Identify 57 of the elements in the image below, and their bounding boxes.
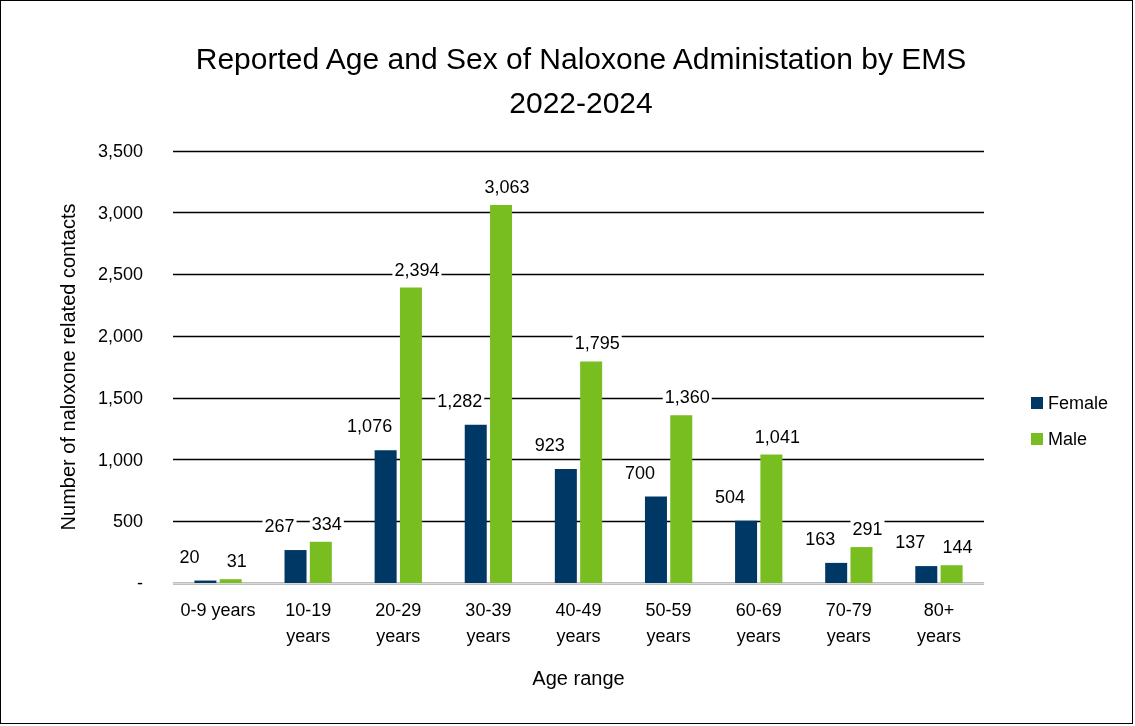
y-axis-title: Number of naloxone related contacts — [57, 203, 79, 531]
x-tick-label: 70-79 years — [825, 600, 872, 646]
legend-label: Female — [1048, 393, 1109, 413]
data-label: 1,795 — [574, 333, 620, 354]
data-label: 3,063 — [484, 176, 530, 197]
legend-label: Male — [1048, 429, 1088, 449]
x-tick-label: 20-29 years — [375, 600, 422, 646]
data-label: 31 — [226, 551, 247, 572]
y-tick-label: 1,000 — [97, 449, 143, 470]
data-label: 334 — [311, 513, 342, 534]
bar — [760, 454, 783, 583]
data-label: 700 — [624, 462, 655, 483]
data-label: 1,041 — [754, 426, 800, 447]
x-tick-label: 10-19 years — [285, 600, 332, 646]
bar — [284, 550, 307, 583]
x-axis-title: Age range — [532, 667, 625, 689]
data-label: 1,076 — [347, 416, 393, 437]
bar — [464, 424, 487, 583]
bar — [374, 450, 397, 583]
bar — [399, 287, 422, 583]
chart-title: Reported Age and Sex of Naloxone Administation by EMS 2022-2024 — [195, 41, 967, 119]
x-tick-label: 40-49 years — [555, 600, 602, 646]
x-tick-label: 60-69 years — [735, 600, 782, 646]
data-label: 1,282 — [437, 390, 483, 411]
bar — [309, 541, 332, 583]
y-tick-label: - — [137, 573, 143, 593]
bar — [825, 562, 848, 583]
x-tick-label: 30-39 years — [465, 600, 512, 646]
data-label: 137 — [895, 532, 926, 553]
y-tick-label: 2,000 — [97, 326, 143, 347]
x-tick-label: 80+ years — [916, 600, 961, 646]
data-label: 1,360 — [664, 387, 710, 408]
x-tick-label: 0-9 years — [180, 600, 256, 620]
data-label: 144 — [942, 537, 973, 558]
bar — [670, 415, 693, 583]
bar — [940, 565, 963, 583]
bar — [219, 579, 242, 583]
data-label: 2,394 — [394, 259, 440, 280]
bar — [580, 361, 603, 583]
y-tick-label: 2,500 — [97, 264, 143, 285]
y-tick-label: 1,500 — [97, 387, 143, 408]
y-tick-label: 3,000 — [97, 202, 143, 223]
bar — [735, 520, 758, 583]
y-tick-label: 500 — [112, 511, 143, 532]
data-label: 20 — [179, 546, 200, 567]
data-label: 163 — [805, 528, 836, 549]
data-label: 267 — [264, 516, 295, 537]
y-tick-label: 3,500 — [97, 141, 143, 161]
data-label: 923 — [534, 435, 565, 456]
data-label: 504 — [715, 486, 746, 507]
bar — [554, 469, 577, 583]
bar — [490, 204, 513, 583]
data-label: 291 — [852, 519, 883, 540]
bar — [915, 566, 938, 583]
bar — [850, 547, 873, 583]
bar — [644, 496, 667, 583]
x-tick-label: 50-59 years — [645, 600, 692, 646]
